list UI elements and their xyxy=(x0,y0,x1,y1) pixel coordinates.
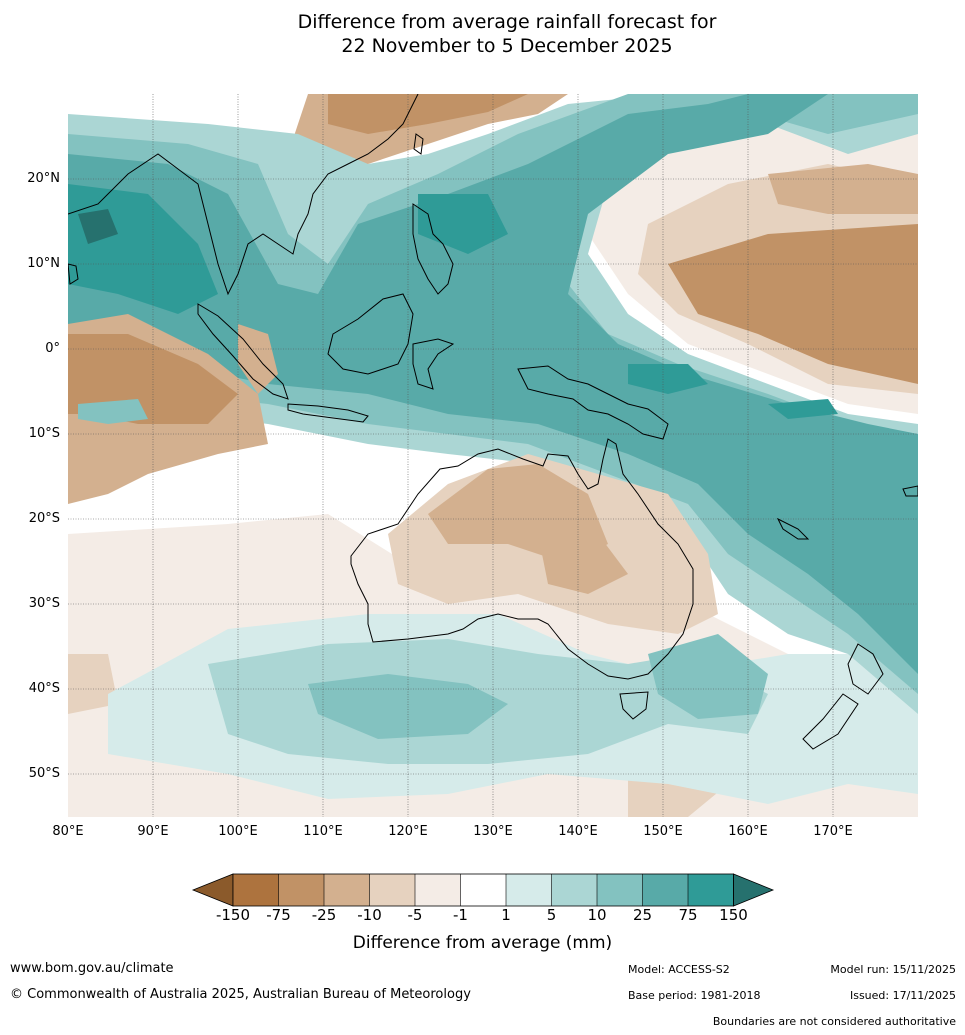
coast-new-caledonia xyxy=(776,517,810,540)
contour-dry-east-asia-2 xyxy=(328,94,528,134)
colorbar-tick: -5 xyxy=(407,906,423,924)
colorbar-tick: 75 xyxy=(678,906,698,924)
footer-disclaimer: Boundaries are not considered authoritat… xyxy=(712,1015,956,1028)
colorbar-tick: 5 xyxy=(546,906,557,924)
colorbar-bin-5 xyxy=(415,874,461,906)
title-line-2: 22 November to 5 December 2025 xyxy=(341,35,673,57)
coastlines xyxy=(68,94,918,750)
coast-tasmania xyxy=(619,691,649,720)
colorbar-tick: -1 xyxy=(453,906,468,924)
contour-wet-tasman-1 xyxy=(648,634,768,719)
lat-label-10n: 10°N xyxy=(27,256,60,271)
coast-borneo xyxy=(327,293,414,375)
colorbar-tick: 25 xyxy=(632,906,653,924)
colorbar-tick: -150 xyxy=(215,906,251,924)
lat-label-30s: 30°S xyxy=(28,596,60,611)
title-line-1: Difference from average rainfall forecas… xyxy=(297,11,717,33)
footer-issued: Issued: 17/11/2025 xyxy=(849,989,956,1002)
lon-label-100e: 100°E xyxy=(218,824,258,839)
colorbar-extend-high xyxy=(733,873,775,907)
colorbar-bin-2 xyxy=(278,874,324,906)
coast-java xyxy=(287,403,369,423)
lon-label-170e: 170°E xyxy=(813,824,853,839)
colorbar-bin-10 xyxy=(642,874,688,906)
coast-new-guinea xyxy=(517,365,669,440)
lon-label-110e: 110°E xyxy=(303,824,343,839)
rainfall-map xyxy=(68,94,918,817)
lat-label-equator: 0° xyxy=(45,341,60,356)
lon-label-120e: 120°E xyxy=(388,824,428,839)
colorbar-tick: 150 xyxy=(719,906,748,924)
coast-philippines xyxy=(412,203,454,295)
map-title: Difference from average rainfall forecas… xyxy=(0,10,965,58)
contour-dry-south-3 xyxy=(68,654,118,714)
footer-model: Model: ACCESS-S2 xyxy=(628,963,730,976)
colorbar-bin-9 xyxy=(597,874,643,906)
colorbar-outline xyxy=(232,873,734,907)
coast-new-zealand-north xyxy=(847,643,884,695)
colorbar-tick: -25 xyxy=(311,906,337,924)
lon-label-90e: 90°E xyxy=(137,824,169,839)
footer-website: www.bom.gov.au/climate xyxy=(10,961,174,976)
coast-new-zealand-south xyxy=(802,693,859,750)
lon-label-80e: 80°E xyxy=(52,824,84,839)
coast-sri-lanka xyxy=(68,263,79,285)
colorbar-bin-4 xyxy=(369,874,415,906)
contour-wet-coral-sea xyxy=(768,399,838,419)
colorbar-bin-11 xyxy=(688,874,734,906)
colorbar-bin-8 xyxy=(551,874,597,906)
lat-label-20n: 20°N xyxy=(27,171,60,186)
graticule xyxy=(68,94,918,817)
coast-sulawesi xyxy=(412,338,455,390)
lon-label-140e: 140°E xyxy=(558,824,598,839)
lon-label-160e: 160°E xyxy=(728,824,768,839)
footer-copyright: © Commonwealth of Australia 2025, Austra… xyxy=(10,987,471,1002)
lon-label-150e: 150°E xyxy=(643,824,683,839)
coast-australia xyxy=(350,438,694,680)
colorbar-tick: -75 xyxy=(266,906,291,924)
lat-label-10s: 10°S xyxy=(28,426,60,441)
colorbar-bin-6 xyxy=(460,874,506,906)
colorbar-bin-1 xyxy=(233,874,279,906)
contour-wet-indian-ocean-patch xyxy=(78,399,148,424)
colorbar-bin-3 xyxy=(324,874,370,906)
contour-wet-maritime-5 xyxy=(418,194,508,254)
lat-label-20s: 20°S xyxy=(28,511,60,526)
colorbar-tick: -10 xyxy=(357,906,382,924)
contour-wet-png xyxy=(628,364,708,394)
contour-dry-sumatra xyxy=(238,324,278,394)
colorbar-title: Difference from average (mm) xyxy=(352,933,613,953)
lat-label-40s: 40°S xyxy=(28,681,60,696)
rainfall-map-svg xyxy=(68,94,918,817)
lat-label-50s: 50°S xyxy=(28,766,60,781)
colorbar-tick: 10 xyxy=(587,906,607,924)
footer-model-run: Model run: 15/11/2025 xyxy=(830,963,956,976)
colorbar-svg xyxy=(191,873,775,907)
colorbar xyxy=(190,872,775,912)
footer-base-period: Base period: 1981-2018 xyxy=(628,989,761,1002)
coast-taiwan xyxy=(413,133,424,155)
colorbar-extend-low xyxy=(191,873,234,907)
lon-label-130e: 130°E xyxy=(473,824,513,839)
colorbar-dividers xyxy=(278,874,689,906)
contour-wet-max-bay xyxy=(78,209,118,244)
coast-sumatra xyxy=(197,303,289,400)
contour-dry-pacific-ne-4 xyxy=(768,164,918,214)
coast-asia-mainland xyxy=(68,94,419,296)
contour-dry-australia-3 xyxy=(538,534,628,594)
coast-fiji xyxy=(902,485,918,497)
colorbar-tick: 1 xyxy=(501,906,511,924)
colorbar-bin-7 xyxy=(506,874,552,906)
